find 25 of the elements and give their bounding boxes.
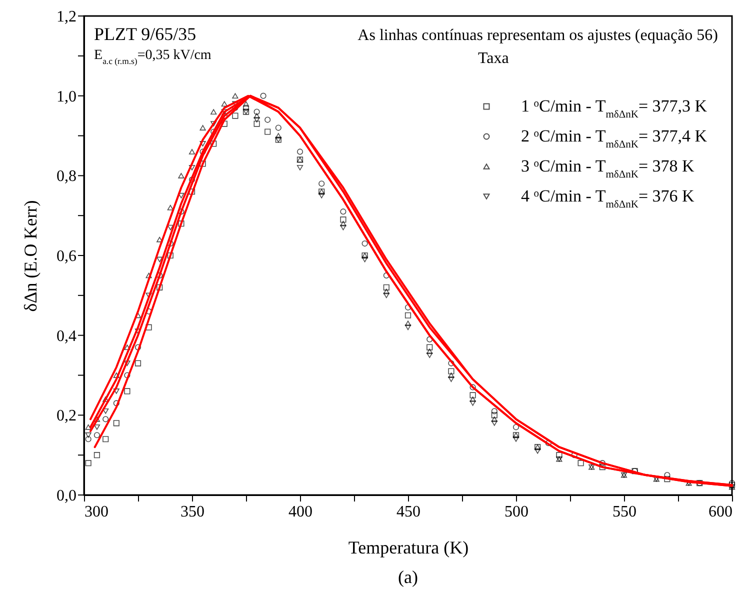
legend-label: 3 $^{o}$C/min - T$_{mδΔnK}$= 378 K [521, 156, 696, 180]
y-tick-label: 0,4 [56, 328, 76, 345]
y-axis-title: δΔn (E.O Kerr) [20, 200, 40, 312]
x-tick-label: 400 [288, 504, 312, 520]
y-tick-label: 1,2 [56, 8, 76, 26]
legend-label: 1 $^{o}$C/min - T$_{mδΔnK}$= 377,3 K [521, 96, 708, 120]
x-axis-title: Temperatura (K) [348, 538, 469, 558]
y-tick-label: 0,2 [56, 408, 76, 425]
y-tick-label: 0,6 [56, 248, 76, 265]
y-tick-label: 0,0 [56, 488, 76, 504]
legend-title: Taxa [478, 50, 509, 67]
text: (a) [398, 567, 418, 587]
x-tick-label: 500 [504, 504, 528, 520]
y-tick-label: 1,0 [56, 88, 76, 106]
legend-label: 2 $^{o}$C/min - T$_{mδΔnK}$= 377,4 K [521, 126, 708, 150]
annotation: PLZT 9/65/35 [94, 24, 196, 44]
annotation: As linhas contínuas representam os ajustes (equação 56) [358, 27, 718, 44]
annotation: E$_{a.c (r.m.s)}$=0,35 kV/cm [94, 48, 212, 66]
x-tick-label: 550 [612, 504, 636, 520]
y-tick-label: 0,8 [56, 168, 76, 186]
x-tick-label: 350 [180, 504, 204, 520]
x-tick-label: 300 [84, 504, 108, 520]
x-tick-label: 600 [708, 504, 732, 520]
legend-label: 4 $^{o}$C/min - T$_{mδΔnK}$= 376 K [521, 186, 696, 210]
x-tick-label: 450 [396, 504, 420, 520]
